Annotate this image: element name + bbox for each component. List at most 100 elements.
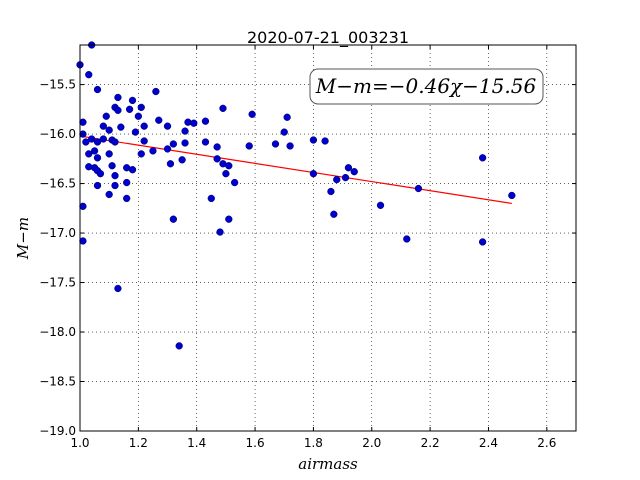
data-point xyxy=(79,237,87,245)
data-point xyxy=(286,142,294,150)
data-point xyxy=(163,145,172,153)
data-point xyxy=(478,238,487,246)
chart-title: 2020-07-21_003231 xyxy=(247,28,409,48)
x-tick-label: 1.6 xyxy=(246,436,265,450)
x-tick-label: 2.2 xyxy=(421,436,440,450)
data-point xyxy=(90,147,99,155)
data-point xyxy=(219,104,227,112)
y-tick-label: −18.0 xyxy=(39,325,76,339)
data-point xyxy=(403,235,411,243)
x-tick-label: 2.4 xyxy=(479,436,498,450)
y-axis-label: M−m xyxy=(14,217,32,260)
data-point xyxy=(245,142,253,150)
data-point xyxy=(330,210,338,218)
data-point xyxy=(79,202,87,210)
data-point xyxy=(248,110,256,118)
data-point xyxy=(85,71,93,79)
data-point xyxy=(96,170,105,178)
data-point xyxy=(414,184,423,193)
x-tick-labels: 1.0 1.2 1.4 1.6 1.8 2.0 2.2 2.4 2.6 xyxy=(70,436,556,450)
fit-line-group xyxy=(79,135,512,205)
data-point xyxy=(181,127,189,135)
plot-frame xyxy=(79,44,577,432)
data-point xyxy=(271,140,280,148)
data-point xyxy=(321,137,329,145)
data-point xyxy=(508,191,516,200)
data-point xyxy=(155,116,163,124)
data-point xyxy=(280,128,288,136)
axis-ticks xyxy=(79,45,576,432)
data-point xyxy=(178,156,186,164)
data-points xyxy=(76,41,516,350)
data-point xyxy=(201,138,210,146)
data-point xyxy=(102,112,110,120)
data-point xyxy=(128,96,137,105)
data-point xyxy=(105,150,113,158)
data-point xyxy=(117,123,125,131)
data-point xyxy=(134,112,143,120)
fit-annotation-box xyxy=(309,68,544,105)
data-point xyxy=(283,113,291,121)
data-point xyxy=(123,194,131,203)
data-point xyxy=(169,215,178,223)
data-point xyxy=(344,164,353,172)
data-point xyxy=(137,150,145,158)
y-tick-label: −15.5 xyxy=(39,78,76,92)
data-point xyxy=(93,154,102,162)
fit-line xyxy=(79,135,512,205)
data-point xyxy=(207,194,215,203)
data-point xyxy=(478,154,487,162)
data-point xyxy=(169,140,178,148)
data-point xyxy=(230,178,239,187)
data-point xyxy=(225,162,233,170)
data-point xyxy=(125,105,134,113)
data-point xyxy=(85,150,93,158)
data-point xyxy=(140,137,148,145)
data-point xyxy=(128,166,137,174)
data-point xyxy=(114,284,122,293)
data-point xyxy=(166,160,175,168)
data-point xyxy=(79,118,87,126)
x-axis-label: airmass xyxy=(298,455,358,473)
data-point xyxy=(140,122,148,130)
x-tick-label: 2.0 xyxy=(362,436,381,450)
data-point xyxy=(108,162,116,170)
x-tick-label: 1.2 xyxy=(129,436,148,450)
data-point xyxy=(99,122,107,130)
fit-annotation: M−m=−0.46χ−15.56 xyxy=(309,68,544,105)
data-point xyxy=(163,122,172,130)
data-point xyxy=(114,106,122,114)
data-point xyxy=(309,136,318,144)
data-point xyxy=(131,128,140,136)
data-point xyxy=(201,117,210,125)
data-point xyxy=(225,215,233,223)
data-point xyxy=(175,342,183,350)
data-point xyxy=(111,138,119,146)
x-tick-label: 1.4 xyxy=(187,436,206,450)
y-tick-labels: −15.5 −16.0 −16.5 −17.0 −17.5 −18.0 −18.5 −19.0 xyxy=(39,78,76,438)
y-tick-label: −16.5 xyxy=(39,177,76,191)
data-point xyxy=(93,181,102,190)
data-point xyxy=(213,143,221,151)
data-point xyxy=(111,181,119,190)
x-tick-label: 1.8 xyxy=(304,436,323,450)
data-point xyxy=(111,171,119,180)
x-tick-label: 2.6 xyxy=(537,436,556,450)
data-point xyxy=(137,103,145,112)
data-point xyxy=(190,119,198,127)
data-point xyxy=(123,178,131,187)
data-point xyxy=(93,85,102,94)
data-point xyxy=(341,173,350,182)
data-point xyxy=(152,87,160,96)
data-point xyxy=(82,138,90,146)
data-point xyxy=(216,228,224,236)
data-point xyxy=(181,139,189,147)
data-point xyxy=(114,93,122,102)
data-point xyxy=(213,155,221,163)
data-point xyxy=(105,126,113,134)
y-tick-label: −17.0 xyxy=(39,226,76,240)
data-point xyxy=(376,201,385,209)
data-point xyxy=(309,170,318,178)
data-point xyxy=(99,135,107,143)
